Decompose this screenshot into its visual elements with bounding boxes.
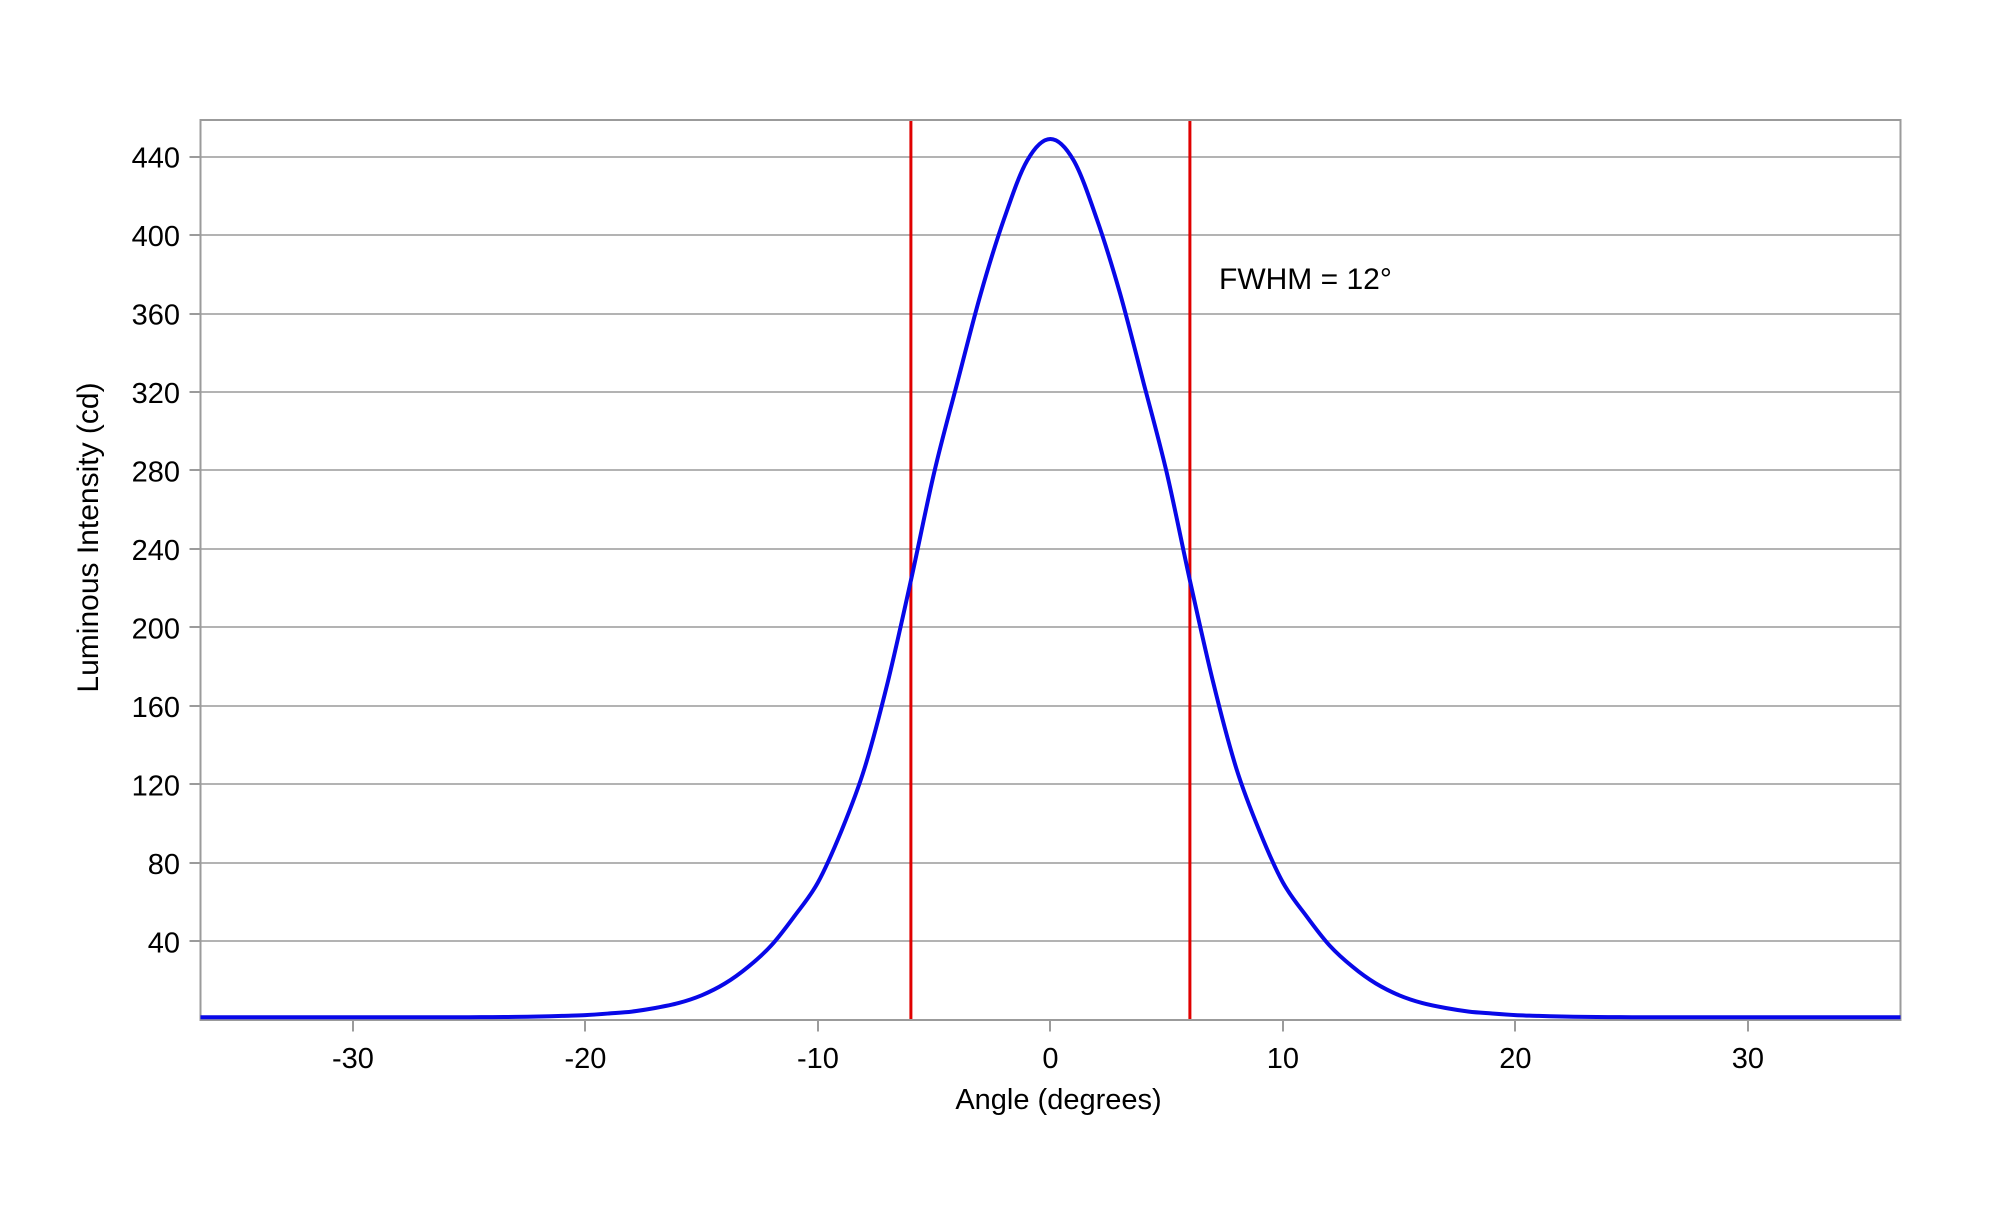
- svg-text:40: 40: [148, 927, 180, 959]
- svg-text:FWHM = 12°: FWHM = 12°: [1219, 263, 1392, 296]
- svg-text:30: 30: [1732, 1043, 1764, 1075]
- svg-text:80: 80: [148, 849, 180, 881]
- svg-text:Luminous Intensity (cd): Luminous Intensity (cd): [72, 382, 105, 692]
- svg-text:320: 320: [132, 378, 180, 410]
- svg-text:10: 10: [1267, 1043, 1299, 1075]
- svg-text:Angle (degrees): Angle (degrees): [955, 1084, 1161, 1116]
- svg-text:400: 400: [132, 221, 180, 253]
- svg-text:200: 200: [132, 613, 180, 645]
- svg-text:0: 0: [1042, 1043, 1058, 1075]
- svg-text:160: 160: [132, 692, 180, 724]
- svg-text:-10: -10: [797, 1043, 839, 1075]
- svg-text:-30: -30: [332, 1043, 374, 1075]
- svg-text:280: 280: [132, 457, 180, 489]
- svg-text:20: 20: [1499, 1043, 1531, 1075]
- svg-text:360: 360: [132, 300, 180, 332]
- svg-text:120: 120: [132, 770, 180, 802]
- svg-text:-20: -20: [564, 1043, 606, 1075]
- svg-text:440: 440: [132, 143, 180, 175]
- svg-text:240: 240: [132, 535, 180, 567]
